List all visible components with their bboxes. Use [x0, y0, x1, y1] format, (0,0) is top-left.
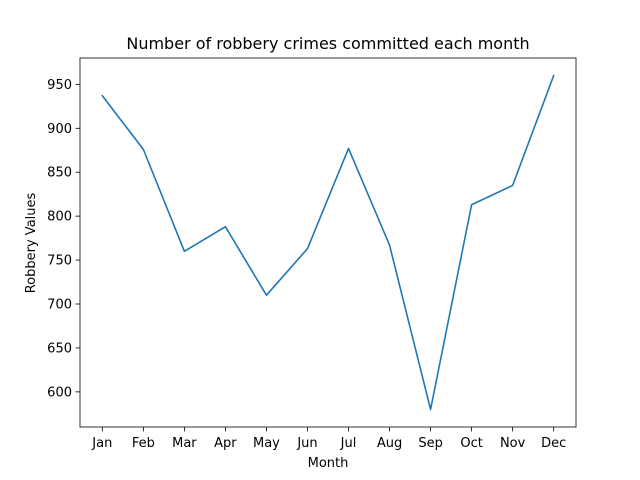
x-tick-label: May	[253, 436, 280, 451]
y-tick-label: 750	[47, 254, 72, 269]
x-tick-label: Feb	[132, 436, 155, 451]
x-tick-label: Aug	[377, 436, 402, 451]
x-tick-label: Mar	[172, 436, 197, 451]
y-tick-label: 600	[47, 385, 72, 400]
y-tick-label: 950	[47, 78, 72, 93]
chart-title: Number of robbery crimes committed each …	[126, 34, 529, 53]
x-tick-label: Apr	[214, 436, 237, 451]
y-tick-label: 700	[47, 298, 72, 313]
x-tick-label: Nov	[500, 436, 526, 451]
x-tick-label: Jun	[296, 436, 317, 451]
y-axis-title: Robbery Values	[24, 192, 39, 293]
y-tick-label: 800	[47, 210, 72, 225]
x-tick-label: Jul	[340, 436, 357, 451]
y-tick-label: 900	[47, 122, 72, 137]
plot-frame	[79, 57, 577, 428]
x-tick-label: Oct	[460, 436, 482, 451]
x-tick-label: Jan	[91, 436, 112, 451]
x-axis-title: Month	[308, 456, 349, 471]
y-tick-label: 650	[47, 341, 72, 356]
y-tick-label: 850	[47, 166, 72, 181]
series-line	[101, 74, 555, 411]
x-tick-label: Dec	[541, 436, 566, 451]
plot-area: Jan Feb Mar Apr May Jun Jul Aug Sep Oct Nov Dec 600 6…	[47, 57, 577, 451]
x-tick-label: Sep	[418, 436, 443, 451]
